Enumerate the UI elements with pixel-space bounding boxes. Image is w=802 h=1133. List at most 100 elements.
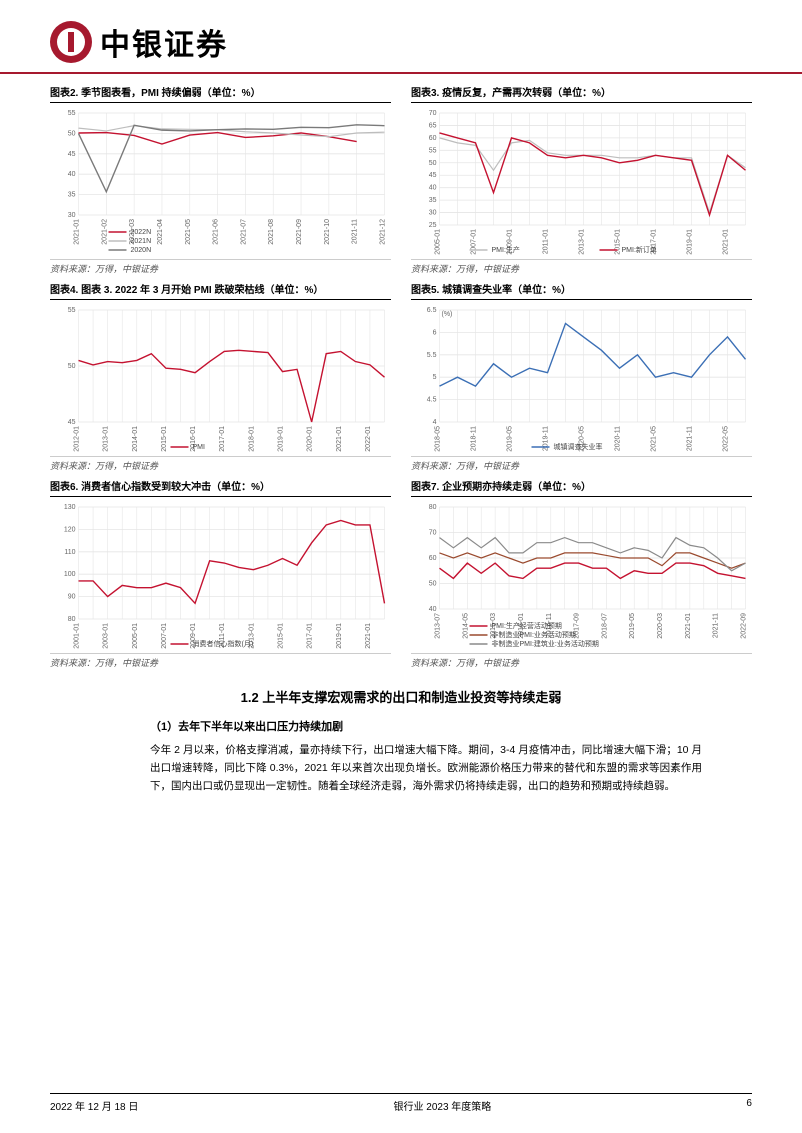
svg-text:45: 45 (429, 172, 437, 179)
svg-text:2022-09: 2022-09 (741, 613, 748, 639)
chart-title: 图表3. 疫情反复，产需再次转弱（单位：%） (411, 84, 752, 103)
svg-text:2015-01: 2015-01 (278, 623, 285, 649)
svg-text:2021-11: 2021-11 (352, 219, 359, 244)
footer-doc: 银行业 2023 年度策略 (394, 1098, 492, 1113)
chart-source: 资料来源：万得，中银证券 (50, 456, 391, 472)
svg-text:2021-11: 2021-11 (713, 613, 720, 638)
chart-row: 图表4. 图表 3. 2022 年 3 月开始 PMI 跌破荣枯线（单位：%） … (50, 281, 752, 472)
svg-text:2013-07: 2013-07 (435, 613, 442, 639)
svg-text:50: 50 (68, 130, 76, 137)
chart-box: 图表4. 图表 3. 2022 年 3 月开始 PMI 跌破荣枯线（单位：%） … (50, 281, 391, 472)
svg-text:消费者信心指数(月): 消费者信心指数(月) (193, 639, 254, 648)
svg-text:2019-01: 2019-01 (687, 229, 694, 255)
svg-text:2021-11: 2021-11 (687, 426, 694, 451)
svg-text:120: 120 (64, 526, 76, 533)
svg-text:50: 50 (429, 160, 437, 167)
svg-text:60: 60 (429, 555, 437, 562)
svg-text:2015-01: 2015-01 (161, 426, 168, 452)
chart-source: 资料来源：万得，中银证券 (411, 653, 752, 669)
svg-text:2021-10: 2021-10 (324, 219, 331, 245)
svg-text:非制造业PMI:建筑业:业务活动预期: 非制造业PMI:建筑业:业务活动预期 (492, 639, 599, 648)
svg-text:2003-01: 2003-01 (103, 623, 110, 649)
svg-text:城镇调查失业率: 城镇调查失业率 (554, 442, 603, 451)
svg-text:2014-01: 2014-01 (132, 426, 139, 452)
svg-text:PMI:新订单: PMI:新订单 (622, 245, 657, 254)
svg-text:2007-01: 2007-01 (471, 229, 478, 255)
brand-name: 中银证券 (100, 20, 228, 64)
chart-svg: 253035404550556065702005-012007-012009-0… (411, 107, 752, 257)
page-header: 中银证券 (0, 0, 802, 74)
svg-text:70: 70 (429, 530, 437, 537)
chart-row: 图表6. 消费者信心指数受到较大冲击（单位：%） 809010011012013… (50, 478, 752, 669)
chart-svg: 80901001101201302001-012003-012005-01200… (50, 501, 391, 651)
svg-text:2019-05: 2019-05 (507, 426, 514, 452)
svg-text:2019-01: 2019-01 (278, 426, 285, 452)
svg-text:35: 35 (429, 197, 437, 204)
chart-title: 图表7. 企业预期亦持续走弱（单位：%） (411, 478, 752, 497)
chart-svg: 3035404550552021-012021-022021-032021-04… (50, 107, 391, 257)
svg-text:80: 80 (68, 616, 76, 623)
svg-text:2018-01: 2018-01 (248, 426, 255, 452)
chart-title: 图表4. 图表 3. 2022 年 3 月开始 PMI 跌破荣枯线（单位：%） (50, 281, 391, 300)
svg-text:2022-05: 2022-05 (723, 426, 730, 452)
svg-text:2022-01: 2022-01 (365, 426, 372, 452)
svg-text:2021-05: 2021-05 (185, 219, 192, 245)
svg-text:35: 35 (68, 192, 76, 199)
svg-text:65: 65 (429, 122, 437, 129)
svg-text:2020N: 2020N (131, 247, 152, 254)
svg-text:2017-01: 2017-01 (307, 623, 314, 649)
section-title: 1.2 上半年支撑宏观需求的出口和制造业投资等持续走弱 (50, 687, 752, 706)
svg-text:2021-01: 2021-01 (685, 613, 692, 639)
svg-text:2021-02: 2021-02 (101, 219, 108, 245)
svg-text:40: 40 (68, 171, 76, 178)
svg-text:60: 60 (429, 135, 437, 142)
svg-text:70: 70 (429, 110, 437, 117)
svg-text:2014-05: 2014-05 (462, 613, 469, 639)
svg-text:2020-11: 2020-11 (615, 426, 622, 451)
svg-text:2021-01: 2021-01 (723, 229, 730, 255)
svg-text:PMI: PMI (193, 444, 206, 451)
svg-text:6: 6 (433, 329, 437, 336)
footer-page: 6 (746, 1098, 752, 1113)
svg-text:2021-05: 2021-05 (651, 426, 658, 452)
chart-box: 图表5. 城镇调查失业率（单位：%） 44.555.566.52018-0520… (411, 281, 752, 472)
svg-text:55: 55 (429, 147, 437, 154)
svg-text:2021-06: 2021-06 (213, 219, 220, 245)
svg-text:2011-01: 2011-01 (543, 229, 550, 254)
svg-text:2021-09: 2021-09 (296, 219, 303, 245)
chart-source: 资料来源：万得，中银证券 (50, 259, 391, 275)
svg-text:2013-01: 2013-01 (103, 426, 110, 452)
svg-text:2001-01: 2001-01 (74, 623, 81, 649)
svg-text:100: 100 (64, 571, 76, 578)
svg-text:40: 40 (429, 185, 437, 192)
svg-text:非制造业PMI:业务活动预期: 非制造业PMI:业务活动预期 (492, 630, 576, 639)
chart-row: 图表2. 季节图表看，PMI 持续偏弱（单位：%） 30 35 40 45 50 55 20… (50, 84, 752, 275)
chart-title: 图表2. 季节图表看，PMI 持续偏弱（单位：%） (50, 84, 391, 103)
svg-text:45: 45 (68, 419, 76, 426)
chart-box: 图表6. 消费者信心指数受到较大冲击（单位：%） 809010011012013… (50, 478, 391, 669)
svg-text:2015-01: 2015-01 (615, 229, 622, 255)
section-subtitle: （1）去年下半年以来出口压力持续加剧 (150, 718, 752, 734)
svg-text:2019-05: 2019-05 (629, 613, 636, 639)
svg-text:PMI:生产经营活动预期: PMI:生产经营活动预期 (492, 621, 562, 630)
svg-text:PMI:生产: PMI:生产 (492, 245, 520, 254)
svg-text:30: 30 (429, 210, 437, 217)
svg-text:(%): (%) (442, 311, 453, 318)
section-body: 今年 2 月以来，价格支撑消减，量亦持续下行，出口增速大幅下降。期间，3-4 月… (150, 742, 702, 796)
svg-text:2021-01: 2021-01 (336, 426, 343, 452)
svg-text:2018-07: 2018-07 (601, 613, 608, 639)
chart-source: 资料来源：万得，中银证券 (411, 456, 752, 472)
svg-text:40: 40 (429, 606, 437, 613)
svg-text:2020-01: 2020-01 (307, 426, 314, 452)
page-content: 图表2. 季节图表看，PMI 持续偏弱（单位：%） 30 35 40 45 50 55 20… (0, 74, 802, 796)
chart-source: 资料来源：万得，中银证券 (411, 259, 752, 275)
svg-text:6.5: 6.5 (427, 307, 437, 314)
svg-text:2020-03: 2020-03 (657, 613, 664, 639)
chart-source: 资料来源：万得，中银证券 (50, 653, 391, 669)
brand-logo (50, 21, 92, 63)
svg-text:2018-05: 2018-05 (435, 426, 442, 452)
chart-box: 图表3. 疫情反复，产需再次转弱（单位：%） 25303540455055606… (411, 84, 752, 275)
svg-text:110: 110 (64, 549, 75, 556)
svg-text:4.5: 4.5 (427, 397, 437, 404)
footer-date: 2022 年 12 月 18 日 (50, 1098, 138, 1113)
